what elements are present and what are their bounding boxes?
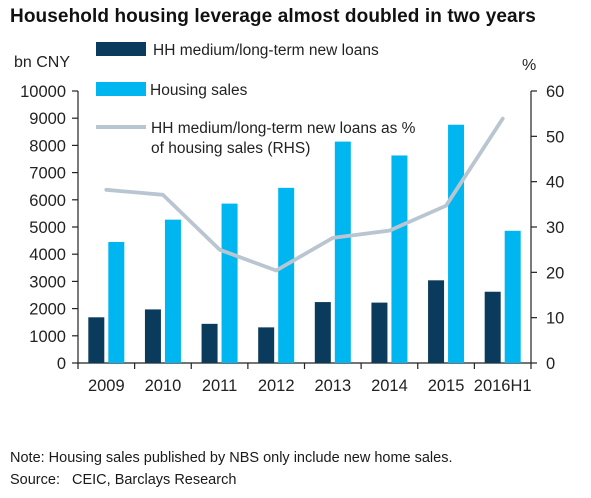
bar-housing-sales bbox=[334, 141, 351, 363]
chart-note: Note: Housing sales published by NBS onl… bbox=[10, 450, 453, 466]
bar-housing-sales bbox=[108, 241, 125, 363]
right-tick-label: 30 bbox=[546, 219, 564, 237]
bar-housing-sales bbox=[391, 155, 408, 363]
legend-swatch-loans bbox=[96, 42, 146, 56]
bar-housing-sales bbox=[448, 124, 465, 363]
bar-loans bbox=[144, 309, 161, 363]
legend-label-housing-sales: Housing sales bbox=[150, 82, 248, 99]
x-tick-label: 2014 bbox=[371, 377, 408, 395]
left-tick-label: 4000 bbox=[29, 246, 66, 264]
x-tick-label: 2013 bbox=[314, 377, 351, 395]
source-label: Source: bbox=[10, 472, 60, 488]
left-tick-label: 9000 bbox=[29, 110, 66, 128]
right-tick-label: 20 bbox=[546, 264, 564, 282]
left-tick-label: 5000 bbox=[29, 219, 66, 237]
line-loans-pct-of-sales bbox=[104, 116, 505, 273]
chart-source: Source: CEIC, Barclays Research bbox=[10, 472, 236, 488]
left-tick-label: 8000 bbox=[29, 137, 66, 155]
legend-label-loans: HH medium/long-term new loans bbox=[153, 42, 379, 59]
bar-loans bbox=[201, 323, 218, 363]
bar-loans bbox=[314, 302, 331, 363]
right-axis-label: % bbox=[522, 57, 536, 74]
bar-loans bbox=[428, 280, 445, 363]
left-tick-label: 2000 bbox=[29, 301, 66, 319]
x-tick-label: 2011 bbox=[202, 377, 237, 395]
bar-loans bbox=[88, 317, 105, 363]
bar-loans bbox=[258, 327, 275, 363]
source-text: CEIC, Barclays Research bbox=[72, 472, 237, 488]
left-tick-label: 3000 bbox=[29, 273, 66, 291]
x-tick-label: 2012 bbox=[258, 377, 295, 395]
right-tick-label: 50 bbox=[546, 128, 564, 146]
legend-label-line: HH medium/long-term new loans as % bbox=[151, 120, 416, 137]
legend-label-line: of housing sales (RHS) bbox=[151, 140, 310, 157]
x-tick-label: 2010 bbox=[145, 377, 182, 395]
chart-title: Household housing leverage almost double… bbox=[10, 6, 536, 27]
x-tick-label: 2009 bbox=[88, 377, 125, 395]
bar-housing-sales bbox=[221, 203, 238, 363]
bar-housing-sales bbox=[504, 230, 521, 363]
legend-swatch-housing-sales bbox=[96, 82, 146, 96]
bar-loans bbox=[484, 291, 501, 363]
left-tick-label: 0 bbox=[57, 355, 66, 373]
bar-housing-sales bbox=[278, 187, 295, 363]
left-tick-label: 7000 bbox=[29, 165, 66, 183]
x-tick-label: 2016H1 bbox=[474, 377, 532, 395]
left-tick-label: 1000 bbox=[29, 328, 66, 346]
right-tick-label: 10 bbox=[546, 310, 564, 328]
right-tick-label: 40 bbox=[546, 174, 564, 192]
bar-loans bbox=[371, 302, 388, 363]
right-tick-label: 0 bbox=[546, 355, 555, 373]
left-tick-label: 10000 bbox=[20, 83, 66, 101]
left-axis-label: bn CNY bbox=[14, 54, 70, 71]
right-tick-label: 60 bbox=[546, 83, 564, 101]
bar-housing-sales bbox=[164, 219, 181, 363]
x-tick-label: 2015 bbox=[428, 377, 465, 395]
left-tick-label: 6000 bbox=[29, 192, 66, 210]
